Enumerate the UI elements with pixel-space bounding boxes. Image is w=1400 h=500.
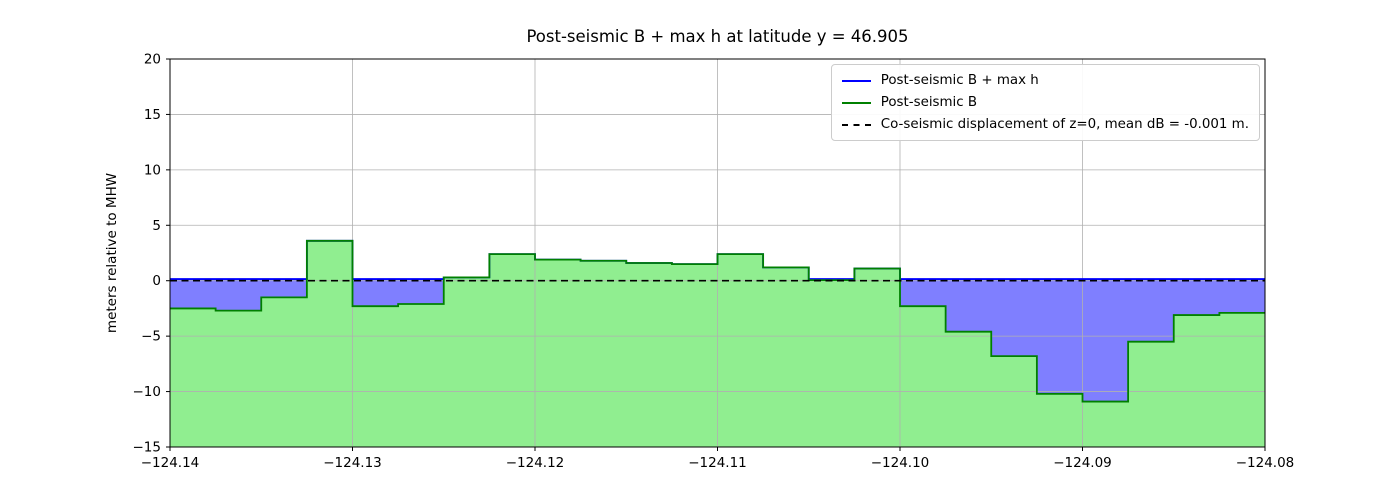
y-tick-label: 20: [144, 52, 161, 68]
y-tick-label: 5: [152, 218, 161, 234]
legend-line-sample: [841, 79, 871, 82]
chart-title: Post-seismic B + max h at latitude y = 4…: [526, 27, 909, 46]
x-tick-label: −124.11: [688, 455, 747, 471]
x-tick-label: −124.10: [871, 455, 930, 471]
x-tick-label: −124.08: [1236, 455, 1295, 471]
x-tick-label: −124.09: [1053, 455, 1112, 471]
legend-label: Post-seismic B: [880, 95, 978, 110]
legend-label: Co-seismic displacement of z=0, mean dB …: [880, 117, 1249, 132]
legend-entry: Co-seismic displacement of z=0, mean dB …: [841, 117, 1249, 132]
y-tick-label: −15: [133, 440, 162, 456]
y-tick-label: 0: [152, 273, 161, 289]
legend: Post-seismic B + max h Post-seismic B Co-s…: [830, 64, 1260, 141]
legend-dashed-line-sample: [841, 123, 871, 126]
post-seismic-b-line: [170, 239, 1265, 403]
legend-line-sample: [841, 101, 871, 104]
x-tick-label: −124.14: [141, 455, 200, 471]
y-tick-label: 10: [144, 162, 161, 178]
y-tick-label: −10: [133, 384, 162, 400]
legend-entry: Post-seismic B: [841, 95, 1249, 110]
x-tick-label: −124.12: [506, 455, 565, 471]
legend-entry: Post-seismic B + max h: [841, 73, 1249, 88]
x-tick-label: −124.13: [323, 455, 382, 471]
y-tick-label: −5: [141, 329, 161, 345]
legend-label: Post-seismic B + max h: [880, 73, 1039, 88]
y-tick-label: 15: [144, 107, 161, 123]
